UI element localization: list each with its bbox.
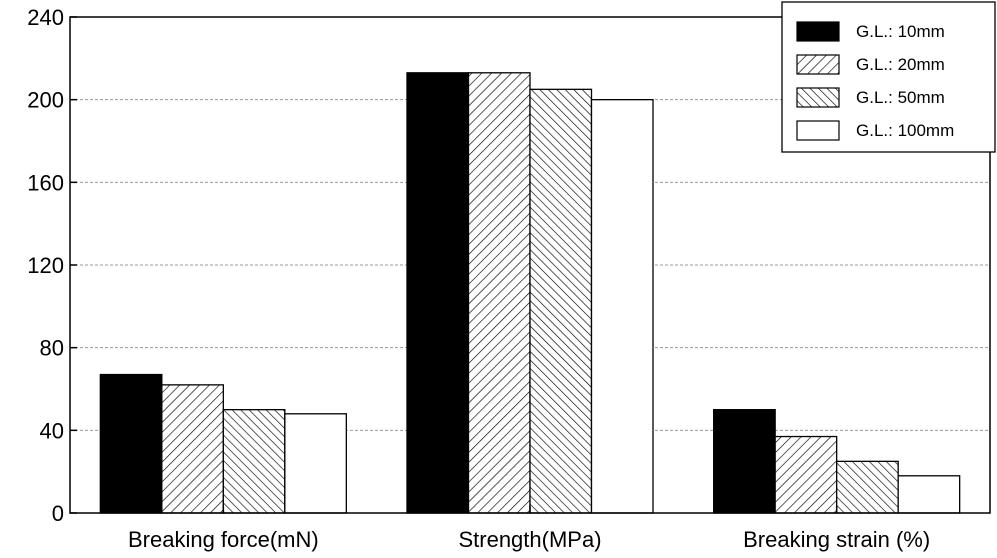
bar xyxy=(222,409,286,514)
y-tick-label: 120 xyxy=(27,253,64,278)
bar xyxy=(590,99,654,514)
legend-label: G.L.: 20mm xyxy=(856,55,945,74)
bar xyxy=(161,384,224,514)
bar xyxy=(897,475,961,514)
legend-label: G.L.: 10mm xyxy=(856,22,945,41)
bar xyxy=(836,460,899,514)
bar xyxy=(99,373,163,514)
x-tick-label: Breaking strain (%) xyxy=(743,527,930,552)
bar xyxy=(713,409,776,514)
y-tick-label: 80 xyxy=(40,336,64,361)
legend-swatch xyxy=(796,54,840,75)
bar xyxy=(284,413,347,514)
legend-label: G.L.: 100mm xyxy=(856,121,954,140)
y-tick-label: 160 xyxy=(27,170,64,195)
y-tick-label: 240 xyxy=(27,5,64,30)
y-axis: 0 40 80 120 160 200 240 xyxy=(27,5,77,526)
bar xyxy=(467,72,531,514)
legend: G.L.: 10mm G.L.: 20mm G.L.: 50mm G.L.: 100m… xyxy=(781,1,996,153)
x-axis: Breaking force(mN) Strength(MPa) Breaking … xyxy=(128,506,930,552)
bar xyxy=(529,88,593,514)
legend-swatch xyxy=(796,87,840,108)
y-tick-label: 0 xyxy=(52,501,64,526)
legend-swatch xyxy=(796,120,840,141)
legend-swatch xyxy=(796,21,840,42)
legend-label: G.L.: 50mm xyxy=(856,88,945,107)
bar xyxy=(406,72,470,514)
bar xyxy=(774,435,838,514)
bars xyxy=(99,72,961,514)
y-tick-label: 40 xyxy=(40,418,64,443)
y-tick-label: 200 xyxy=(27,88,64,113)
x-tick-label: Strength(MPa) xyxy=(458,527,601,552)
x-tick-label: Breaking force(mN) xyxy=(128,527,319,552)
